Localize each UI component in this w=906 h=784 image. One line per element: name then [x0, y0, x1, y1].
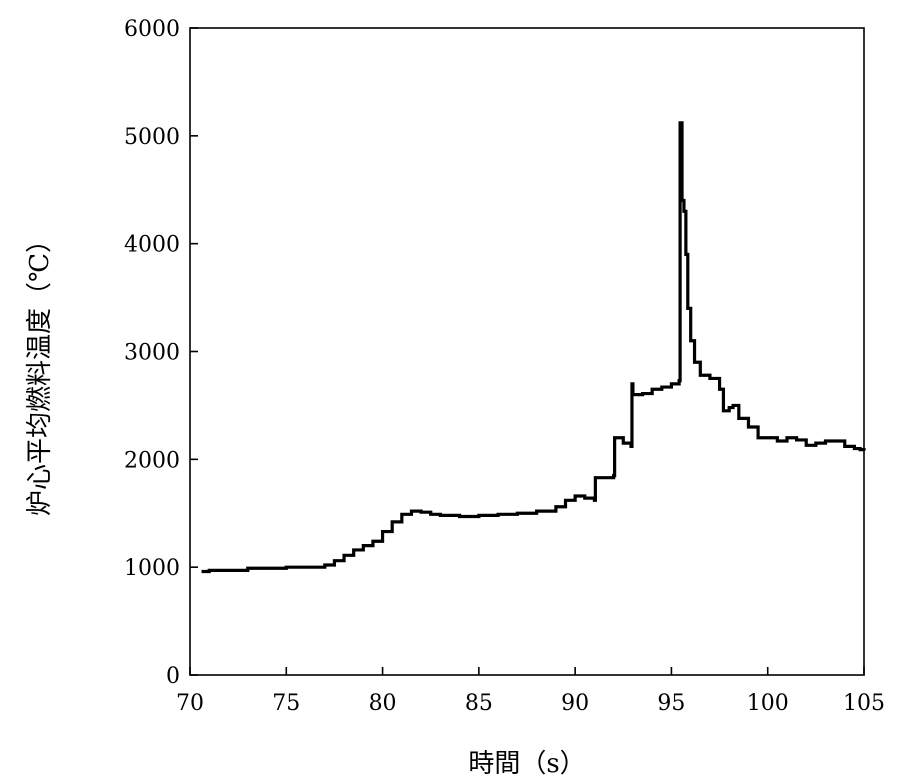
- plot-area-frame: [189, 27, 865, 676]
- y-tick-label: 4000: [124, 233, 180, 258]
- x-tick-label: 85: [465, 691, 493, 716]
- y-tick-label: 2000: [124, 448, 180, 473]
- x-axis-ticks: 70 75 80 85 90 95 100 105: [176, 667, 885, 716]
- y-axis-ticks: 0 1000 2000 3000 4000 5000 6000: [124, 17, 198, 689]
- y-tick-label: 0: [166, 664, 180, 689]
- y-tick-label: 5000: [124, 125, 180, 150]
- x-tick-label: 80: [369, 691, 397, 716]
- y-tick-label: 3000: [124, 341, 180, 366]
- x-tick-label: 105: [843, 691, 885, 716]
- y-axis-title: 炉心平均燃料温度（℃）: [25, 227, 55, 516]
- y-tick-label: 1000: [124, 556, 180, 581]
- x-tick-label: 75: [272, 691, 300, 716]
- x-tick-label: 95: [657, 691, 685, 716]
- x-tick-label: 90: [561, 691, 589, 716]
- x-axis-title: 時間（s）: [468, 749, 585, 779]
- fuel-temperature-series-line: [201, 121, 866, 574]
- x-tick-label: 100: [747, 691, 789, 716]
- x-tick-label: 70: [176, 691, 204, 716]
- y-tick-label: 6000: [124, 17, 180, 42]
